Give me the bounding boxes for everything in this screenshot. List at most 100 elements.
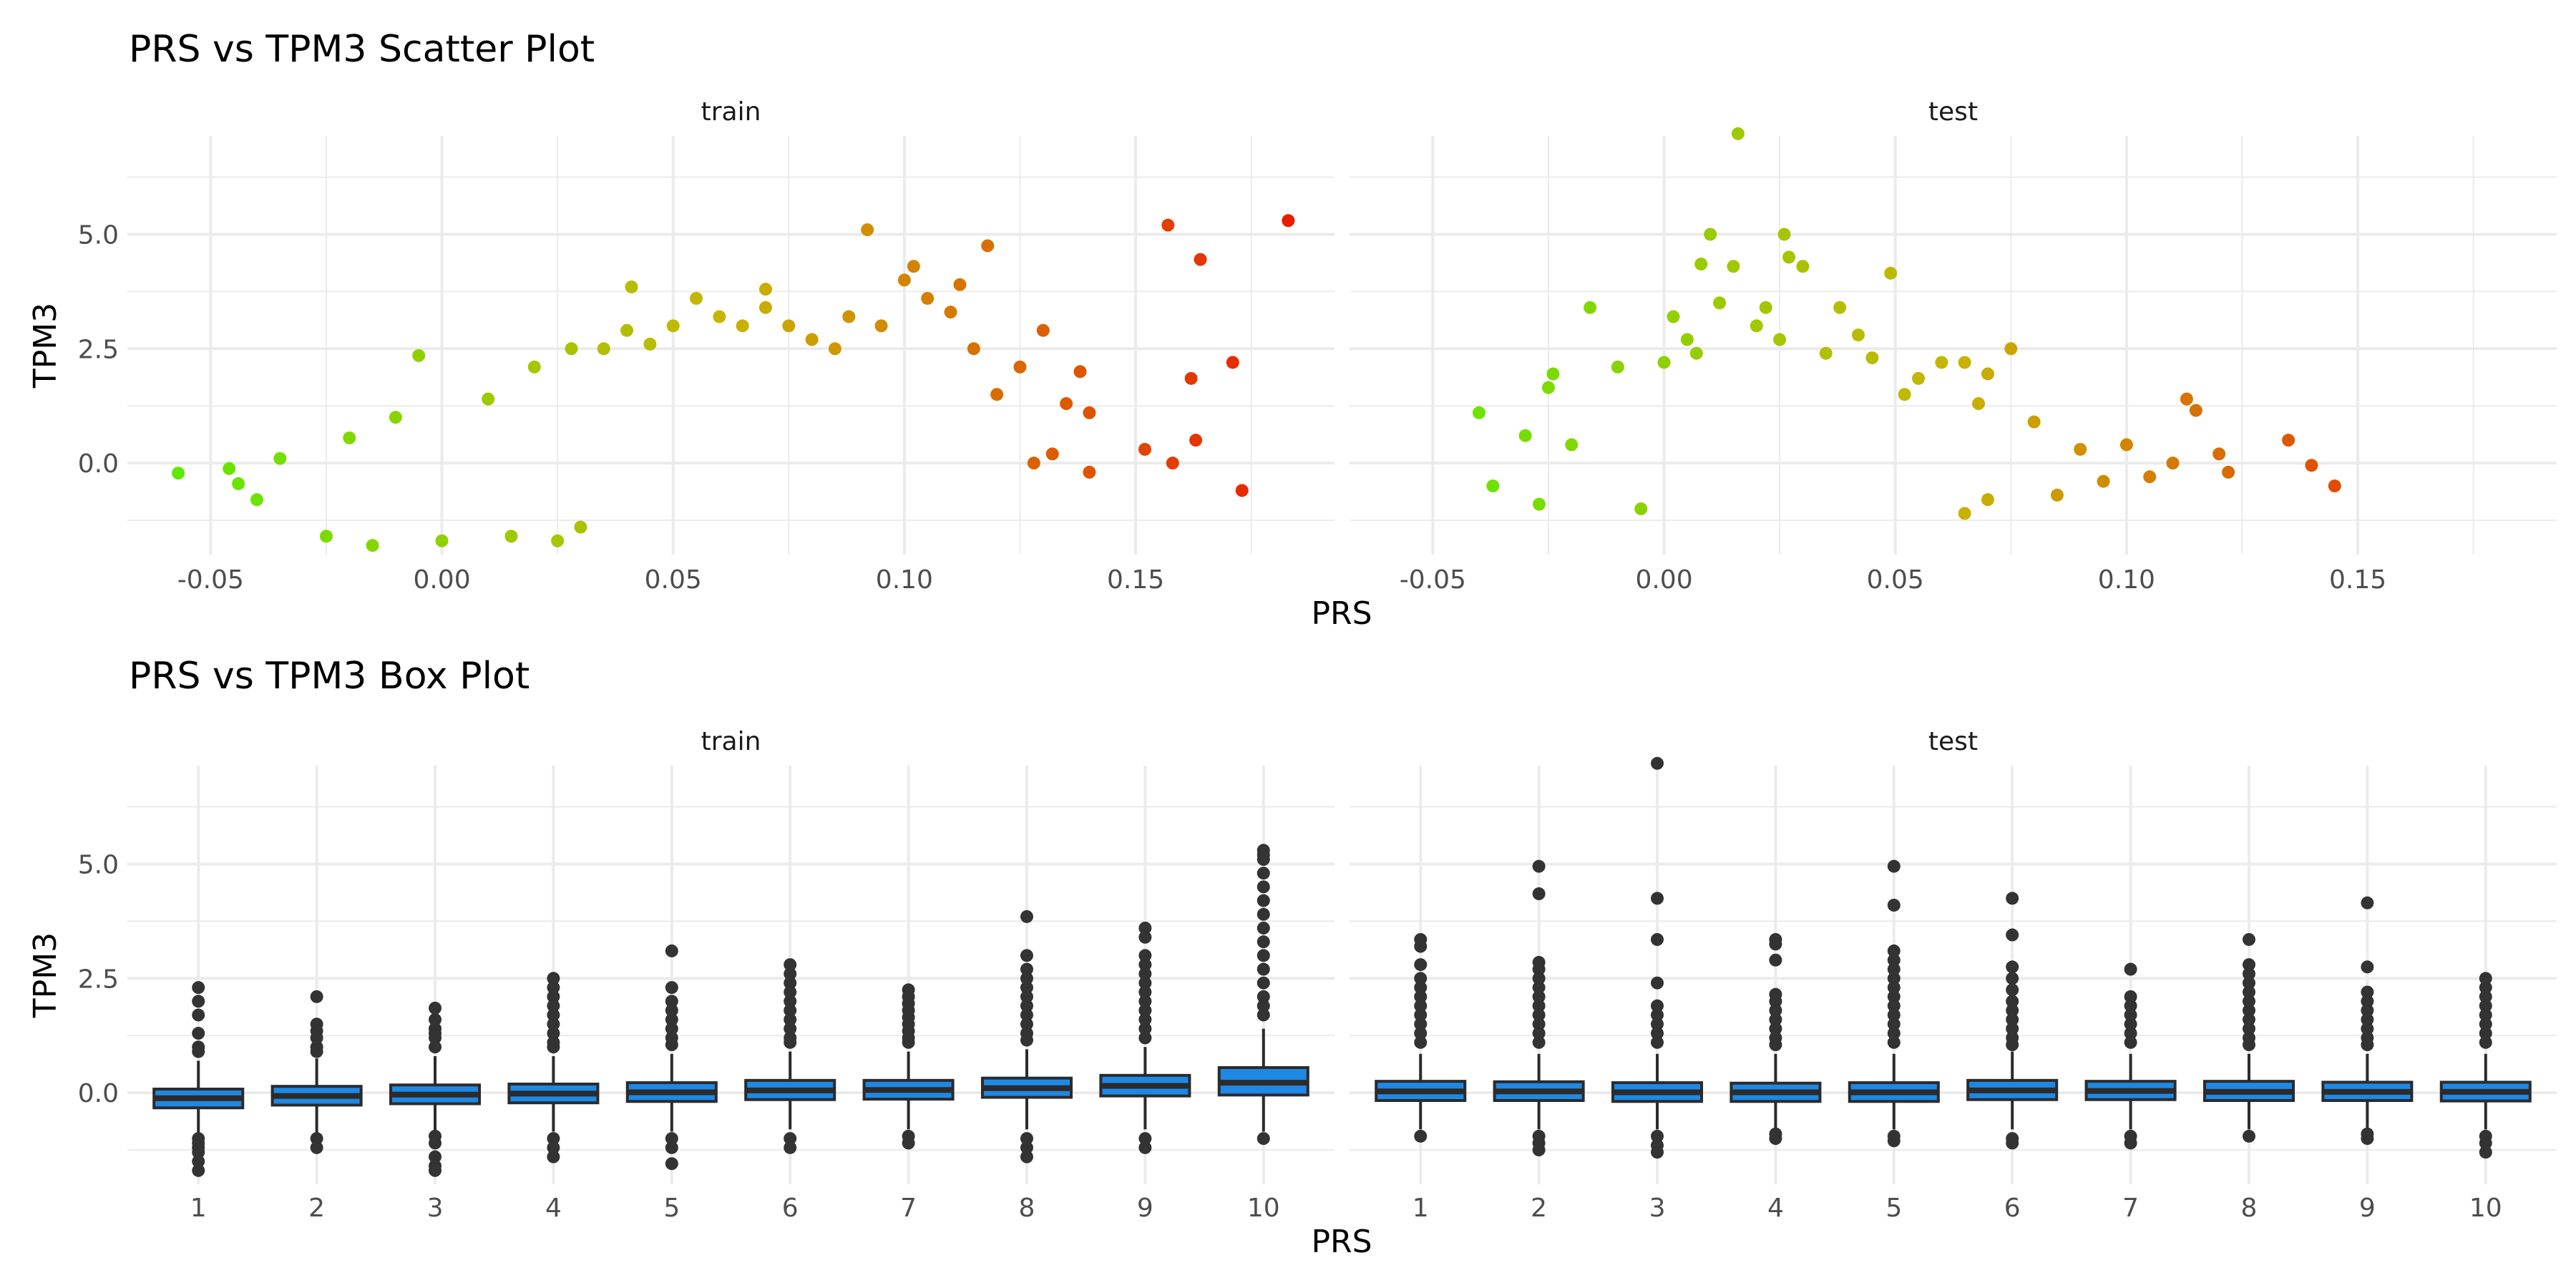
outlier-point — [1257, 894, 1270, 907]
data-point — [625, 280, 638, 293]
x-axis-label: PRS — [1311, 595, 1372, 632]
outlier-point — [1769, 953, 1782, 967]
data-point — [2004, 342, 2018, 356]
data-point — [758, 301, 772, 314]
data-point — [1704, 228, 1717, 241]
outlier-point — [1887, 972, 1901, 985]
scatter-plot: train -0.05 0.00 0.05 0.10 0.15 0.0 2.5 5.0 test -… — [27, 97, 2557, 632]
outlier-point — [1020, 1018, 1033, 1031]
x-tick-label: 9 — [2359, 1194, 2376, 1223]
data-point — [250, 493, 263, 507]
data-point — [223, 462, 236, 475]
x-tick-label: 8 — [1019, 1194, 1035, 1223]
outlier-point — [1020, 909, 1033, 923]
outlier-point — [665, 1132, 678, 1146]
outlier-point — [1020, 1132, 1033, 1146]
outlier-point — [1887, 999, 1901, 1013]
outlier-point — [2006, 892, 2019, 905]
outlier-point — [1651, 1129, 1664, 1143]
outlier-point — [784, 985, 797, 999]
outlier-point — [784, 1141, 797, 1154]
data-point — [1584, 301, 1597, 314]
outlier-point — [1257, 880, 1270, 894]
data-point — [2027, 415, 2041, 429]
data-point — [2143, 470, 2157, 484]
x-tick-label: 5 — [663, 1194, 680, 1223]
data-point — [1027, 457, 1040, 470]
outlier-point — [665, 1013, 678, 1026]
data-point — [1657, 356, 1671, 369]
data-point — [232, 477, 245, 490]
data-point — [1667, 310, 1680, 323]
outlier-point — [1257, 867, 1270, 880]
data-point — [504, 530, 518, 543]
x-tick-label: 0.00 — [1635, 565, 1692, 595]
data-point — [1819, 346, 1833, 360]
data-point — [435, 534, 449, 547]
x-tick-label: 0.05 — [1867, 565, 1924, 595]
outlier-point — [2006, 1022, 2019, 1035]
data-point — [1680, 333, 1694, 346]
data-point — [953, 278, 967, 291]
data-point — [981, 239, 995, 253]
data-point — [2305, 459, 2318, 472]
data-point — [1912, 371, 1926, 385]
outlier-point — [310, 1132, 323, 1146]
outlier-point — [1769, 1038, 1782, 1051]
outlier-point — [547, 1008, 560, 1022]
data-point — [666, 319, 680, 333]
outlier-point — [1887, 981, 1901, 995]
data-point — [1533, 497, 1546, 511]
outlier-point — [547, 1018, 560, 1031]
outlier-point — [1414, 1008, 1428, 1022]
outlier-point — [1138, 949, 1152, 962]
outlier-point — [1257, 907, 1270, 921]
data-point — [2097, 474, 2110, 488]
outlier-point — [1769, 1013, 1782, 1026]
outlier-point — [1257, 976, 1270, 990]
outlier-point — [2006, 1004, 2019, 1018]
outlier-point — [665, 981, 678, 995]
data-point — [1138, 442, 1151, 456]
data-point — [1958, 356, 1971, 369]
data-point — [551, 534, 565, 547]
outlier-point — [1887, 1027, 1901, 1040]
outlier-point — [547, 1141, 560, 1154]
data-point — [782, 319, 796, 333]
outlier-point — [665, 1004, 678, 1018]
x-tick-label: 8 — [2241, 1194, 2258, 1223]
outlier-point — [1532, 990, 1546, 1003]
outlier-point — [2242, 985, 2255, 999]
data-point — [2166, 457, 2180, 470]
data-point — [1731, 127, 1745, 140]
outlier-point — [310, 1141, 323, 1154]
outlier-point — [1020, 1141, 1033, 1154]
x-tick-label: 3 — [427, 1194, 444, 1223]
outlier-point — [547, 972, 560, 985]
outlier-point — [1020, 1008, 1033, 1022]
outlier-point — [2124, 999, 2137, 1013]
outlier-point — [1138, 967, 1152, 980]
outlier-point — [1257, 1008, 1270, 1022]
outlier-point — [1887, 899, 1901, 912]
outlier-point — [1769, 937, 1782, 951]
outlier-point — [1532, 1027, 1546, 1040]
outlier-point — [192, 1155, 205, 1169]
data-point — [1865, 351, 1879, 365]
data-point — [1194, 253, 1207, 266]
outlier-point — [2361, 985, 2374, 999]
data-point — [1073, 365, 1087, 379]
outlier-point — [2124, 1008, 2137, 1022]
facet-label-test: test — [1928, 727, 1978, 756]
outlier-point — [1887, 1018, 1901, 1031]
outlier-point — [2479, 990, 2492, 1003]
outlier-point — [1651, 999, 1664, 1013]
outlier-point — [2242, 1129, 2255, 1143]
x-tick-label: 6 — [782, 1194, 799, 1223]
outlier-point — [192, 995, 205, 1008]
data-point — [967, 342, 980, 356]
outlier-point — [2124, 962, 2137, 976]
x-tick-label: 3 — [1649, 1194, 1666, 1223]
facet-label-test: test — [1928, 97, 1978, 127]
data-point — [736, 319, 749, 333]
